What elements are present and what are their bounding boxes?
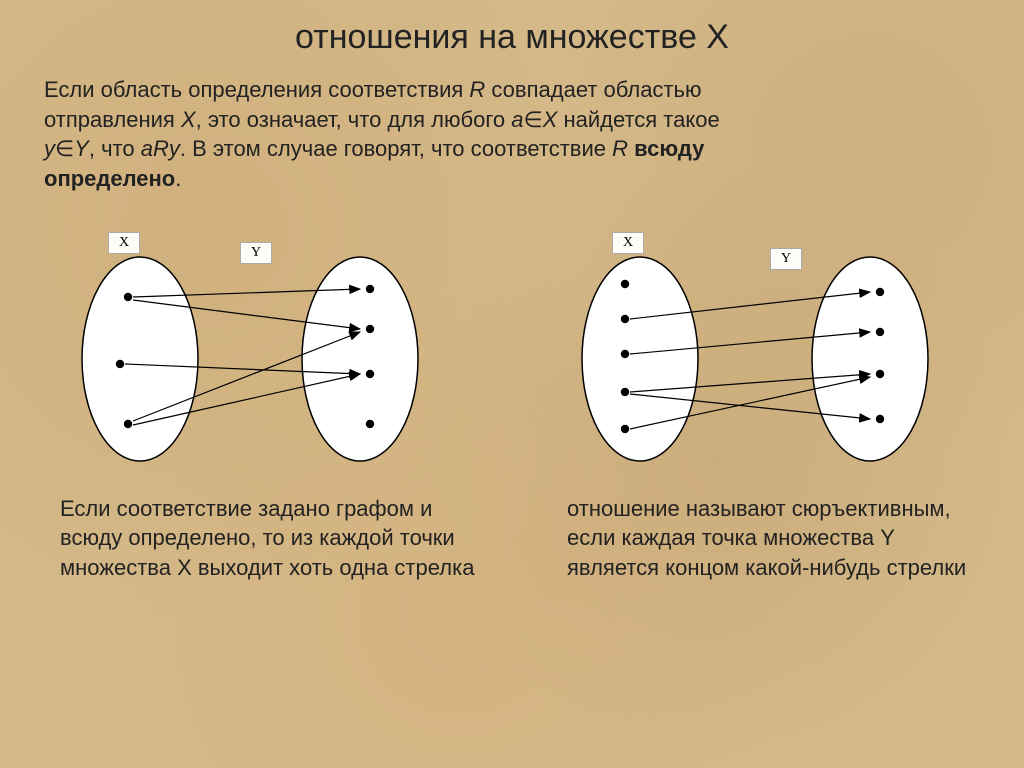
intro-text: . В этом случае говорят, что соответстви… <box>180 136 612 161</box>
intro-symbol: ∈ <box>523 107 542 132</box>
intro-var: y <box>44 136 55 161</box>
intro-text: найдется такое <box>557 107 719 132</box>
caption-left: Если соответствие задано графом и всюду … <box>60 494 477 583</box>
intro-text: Если область определения соответствия <box>44 77 469 102</box>
intro-var: R <box>612 136 628 161</box>
page-title: отношения на множестве X <box>0 0 1024 57</box>
diagrams-container: X Y X Y <box>0 214 1024 494</box>
intro-var: Y <box>74 136 89 161</box>
set-label-x-left: X <box>108 232 140 254</box>
diagram-svg <box>0 214 1024 494</box>
intro-var: a <box>511 107 523 132</box>
intro-var: aRy <box>141 136 180 161</box>
intro-text: , что <box>89 136 141 161</box>
intro-symbol: ∈ <box>55 136 74 161</box>
intro-text: . <box>175 166 181 191</box>
intro-text: , это означает, что для любого <box>196 107 512 132</box>
intro-text: совпадает областью <box>485 77 701 102</box>
intro-var: X <box>543 107 558 132</box>
caption-right: отношение называют сюръективным, если ка… <box>567 494 984 583</box>
set-label-x-right: X <box>612 232 644 254</box>
intro-bold: определено <box>44 166 175 191</box>
captions-row: Если соответствие задано графом и всюду … <box>0 494 1024 583</box>
set-label-y-right: Y <box>770 248 802 270</box>
intro-bold: всюду <box>634 136 704 161</box>
intro-var: X <box>181 107 196 132</box>
intro-paragraph: Если область определения соответствия R … <box>0 57 1024 194</box>
intro-var: R <box>469 77 485 102</box>
set-label-y-left: Y <box>240 242 272 264</box>
intro-text: отправления <box>44 107 181 132</box>
